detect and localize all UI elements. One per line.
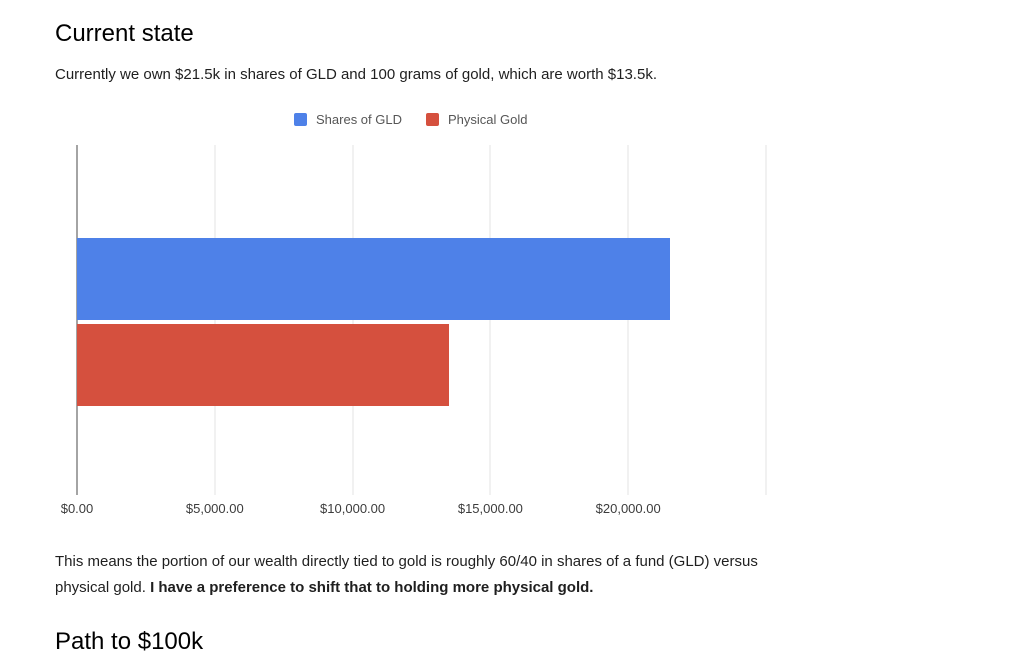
chart-plot-area: [76, 145, 767, 495]
legend-swatch-icon: [294, 113, 307, 126]
legend-swatch-icon: [426, 113, 439, 126]
legend-label: Physical Gold: [448, 112, 528, 127]
chart-legend: Shares of GLD Physical Gold: [294, 112, 527, 127]
x-axis-tick-label: $0.00: [60, 501, 94, 516]
bar-physical-gold: [77, 324, 450, 406]
paragraph-allocation-line2-normal: physical gold.: [55, 579, 151, 596]
legend-label: Shares of GLD: [316, 112, 402, 127]
bar-shares-of-gld: [77, 238, 670, 320]
x-axis-tick-label: $20,000.00: [595, 501, 661, 516]
paragraph-allocation-line2-bold: I have a preference to shift that to hol…: [150, 579, 594, 596]
vertical-gridline: [765, 145, 767, 495]
x-axis-tick-label: $15,000.00: [457, 501, 523, 516]
baseline-axis-line: [76, 145, 78, 495]
paragraph-current-holdings: Currently we own $21.5k in shares of GLD…: [55, 66, 657, 83]
vertical-gridline: [214, 145, 216, 495]
vertical-gridline: [352, 145, 354, 495]
paragraph-allocation: This means the portion of our wealth dir…: [55, 549, 935, 601]
legend-item: Shares of GLD: [294, 112, 402, 127]
paragraph-allocation-line1: This means the portion of our wealth dir…: [55, 553, 758, 570]
chart-x-axis: $0.00 $5,000.00 $10,000.00 $15,000.00 $20,00…: [61, 501, 766, 521]
heading-path-to-100k: Path to $100k: [55, 628, 204, 655]
x-axis-tick-label: $5,000.00: [185, 501, 244, 516]
embedded-bar-chart[interactable]: Shares of GLD Physical Gold $0.00 $5,000.0…: [0, 105, 1024, 537]
vertical-gridline: [489, 145, 491, 495]
heading-current-state: Current state: [55, 20, 194, 47]
legend-item: Physical Gold: [426, 112, 527, 127]
vertical-gridline: [627, 145, 629, 495]
x-axis-tick-label: $10,000.00: [320, 501, 386, 516]
